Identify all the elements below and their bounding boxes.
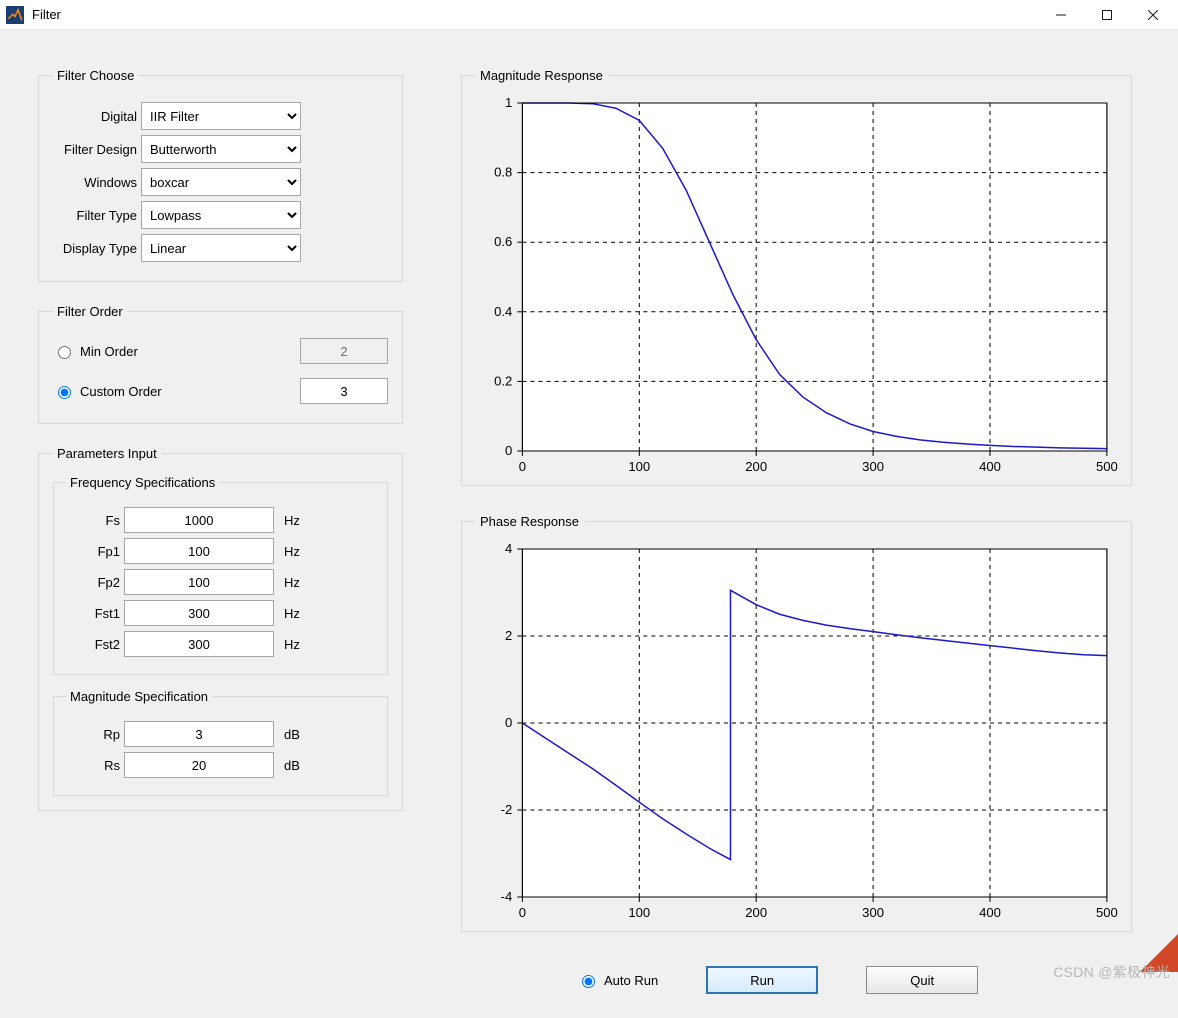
svg-text:0: 0 bbox=[519, 905, 526, 920]
svg-text:300: 300 bbox=[862, 905, 884, 920]
svg-text:2: 2 bbox=[505, 628, 512, 643]
fst2-unit: Hz bbox=[274, 637, 310, 652]
svg-text:500: 500 bbox=[1096, 459, 1118, 474]
rs-label: Rs bbox=[66, 758, 124, 773]
rp-label: Rp bbox=[66, 727, 124, 742]
fp1-unit: Hz bbox=[274, 544, 310, 559]
right-column: Magnitude Response 010020030040050000.20… bbox=[403, 68, 1154, 1006]
svg-text:0.8: 0.8 bbox=[494, 165, 512, 180]
fp2-label: Fp2 bbox=[66, 575, 124, 590]
phase-plot-group: Phase Response 0 100 200 300 400 500 -4 -2 0 2 4 bbox=[461, 514, 1132, 932]
auto-run-radio[interactable]: Auto Run bbox=[577, 972, 658, 988]
rp-unit: dB bbox=[274, 727, 310, 742]
magnitude-spec-group: Magnitude Specification Rp dB Rs dB bbox=[53, 689, 388, 796]
digital-select[interactable]: IIR Filter bbox=[141, 102, 301, 130]
phase-plot-legend: Phase Response bbox=[474, 514, 585, 529]
filter-order-group: Filter Order Min Order Custom Order bbox=[38, 304, 403, 424]
fst2-label: Fst2 bbox=[66, 637, 124, 652]
custom-order-radio-input[interactable] bbox=[58, 386, 71, 399]
filter-order-legend: Filter Order bbox=[53, 304, 127, 319]
parameters-legend: Parameters Input bbox=[53, 446, 161, 461]
svg-text:400: 400 bbox=[979, 905, 1001, 920]
windows-select[interactable]: boxcar bbox=[141, 168, 301, 196]
fp1-label: Fp1 bbox=[66, 544, 124, 559]
magnitude-plot-group: Magnitude Response 010020030040050000.20… bbox=[461, 68, 1132, 486]
frequency-spec-group: Frequency Specifications Fs Hz Fp1 Hz Fp… bbox=[53, 475, 388, 675]
close-button[interactable] bbox=[1130, 0, 1176, 30]
svg-text:100: 100 bbox=[628, 459, 650, 474]
fp1-field[interactable] bbox=[124, 538, 274, 564]
auto-run-radio-input[interactable] bbox=[582, 975, 595, 988]
svg-text:0.4: 0.4 bbox=[494, 304, 512, 319]
fp2-unit: Hz bbox=[274, 575, 310, 590]
titlebar: Filter bbox=[0, 0, 1178, 30]
custom-order-field[interactable] bbox=[300, 378, 388, 404]
fs-label: Fs bbox=[66, 513, 124, 528]
window-title: Filter bbox=[32, 7, 61, 22]
quit-button[interactable]: Quit bbox=[866, 966, 978, 994]
fs-field[interactable] bbox=[124, 507, 274, 533]
phase-plot: 0 100 200 300 400 500 -4 -2 0 2 4 bbox=[474, 537, 1119, 925]
svg-text:400: 400 bbox=[979, 459, 1001, 474]
rs-unit: dB bbox=[274, 758, 310, 773]
svg-text:0.6: 0.6 bbox=[494, 234, 512, 249]
svg-text:1: 1 bbox=[505, 95, 512, 110]
min-order-radio[interactable]: Min Order bbox=[53, 343, 138, 359]
parameters-group: Parameters Input Frequency Specification… bbox=[38, 446, 403, 811]
digital-label: Digital bbox=[53, 109, 141, 124]
display-type-label: Display Type bbox=[53, 241, 141, 256]
svg-text:100: 100 bbox=[628, 905, 650, 920]
svg-text:0: 0 bbox=[519, 459, 526, 474]
filter-choose-group: Filter Choose Digital IIR Filter Filter … bbox=[38, 68, 403, 282]
frequency-spec-legend: Frequency Specifications bbox=[66, 475, 219, 490]
filter-design-select[interactable]: Butterworth bbox=[141, 135, 301, 163]
magnitude-spec-legend: Magnitude Specification bbox=[66, 689, 212, 704]
filter-type-select[interactable]: Lowpass bbox=[141, 201, 301, 229]
svg-text:-2: -2 bbox=[501, 802, 513, 817]
rp-field[interactable] bbox=[124, 721, 274, 747]
fst1-field[interactable] bbox=[124, 600, 274, 626]
left-column: Filter Choose Digital IIR Filter Filter … bbox=[38, 68, 403, 1006]
display-type-select[interactable]: Linear bbox=[141, 234, 301, 262]
filter-type-label: Filter Type bbox=[53, 208, 141, 223]
min-order-radio-input[interactable] bbox=[58, 346, 71, 359]
rs-field[interactable] bbox=[124, 752, 274, 778]
svg-text:4: 4 bbox=[505, 541, 512, 556]
svg-text:0.2: 0.2 bbox=[494, 373, 512, 388]
svg-text:200: 200 bbox=[745, 459, 767, 474]
bottom-bar: Auto Run Run Quit bbox=[461, 960, 1132, 994]
custom-order-label: Custom Order bbox=[80, 384, 162, 399]
svg-text:200: 200 bbox=[745, 905, 767, 920]
gui-panel: Filter Choose Digital IIR Filter Filter … bbox=[0, 30, 1178, 1018]
min-order-field bbox=[300, 338, 388, 364]
min-order-label: Min Order bbox=[80, 344, 138, 359]
fp2-field[interactable] bbox=[124, 569, 274, 595]
fst2-field[interactable] bbox=[124, 631, 274, 657]
custom-order-radio[interactable]: Custom Order bbox=[53, 383, 162, 399]
auto-run-label: Auto Run bbox=[604, 973, 658, 988]
svg-text:0: 0 bbox=[505, 715, 512, 730]
svg-text:-4: -4 bbox=[501, 889, 513, 904]
magnitude-plot: 0 100 200 300 400 500 0 0.2 0.4 0.6 0.8 1 bbox=[474, 91, 1119, 479]
filter-choose-legend: Filter Choose bbox=[53, 68, 138, 83]
svg-text:500: 500 bbox=[1096, 905, 1118, 920]
run-button[interactable]: Run bbox=[706, 966, 818, 994]
fst1-unit: Hz bbox=[274, 606, 310, 621]
svg-text:300: 300 bbox=[862, 459, 884, 474]
svg-text:0: 0 bbox=[505, 443, 512, 458]
minimize-button[interactable] bbox=[1038, 0, 1084, 30]
windows-label: Windows bbox=[53, 175, 141, 190]
magnitude-plot-legend: Magnitude Response bbox=[474, 68, 609, 83]
filter-design-label: Filter Design bbox=[53, 142, 141, 157]
maximize-button[interactable] bbox=[1084, 0, 1130, 30]
fst1-label: Fst1 bbox=[66, 606, 124, 621]
matlab-icon bbox=[6, 6, 24, 24]
fs-unit: Hz bbox=[274, 513, 310, 528]
